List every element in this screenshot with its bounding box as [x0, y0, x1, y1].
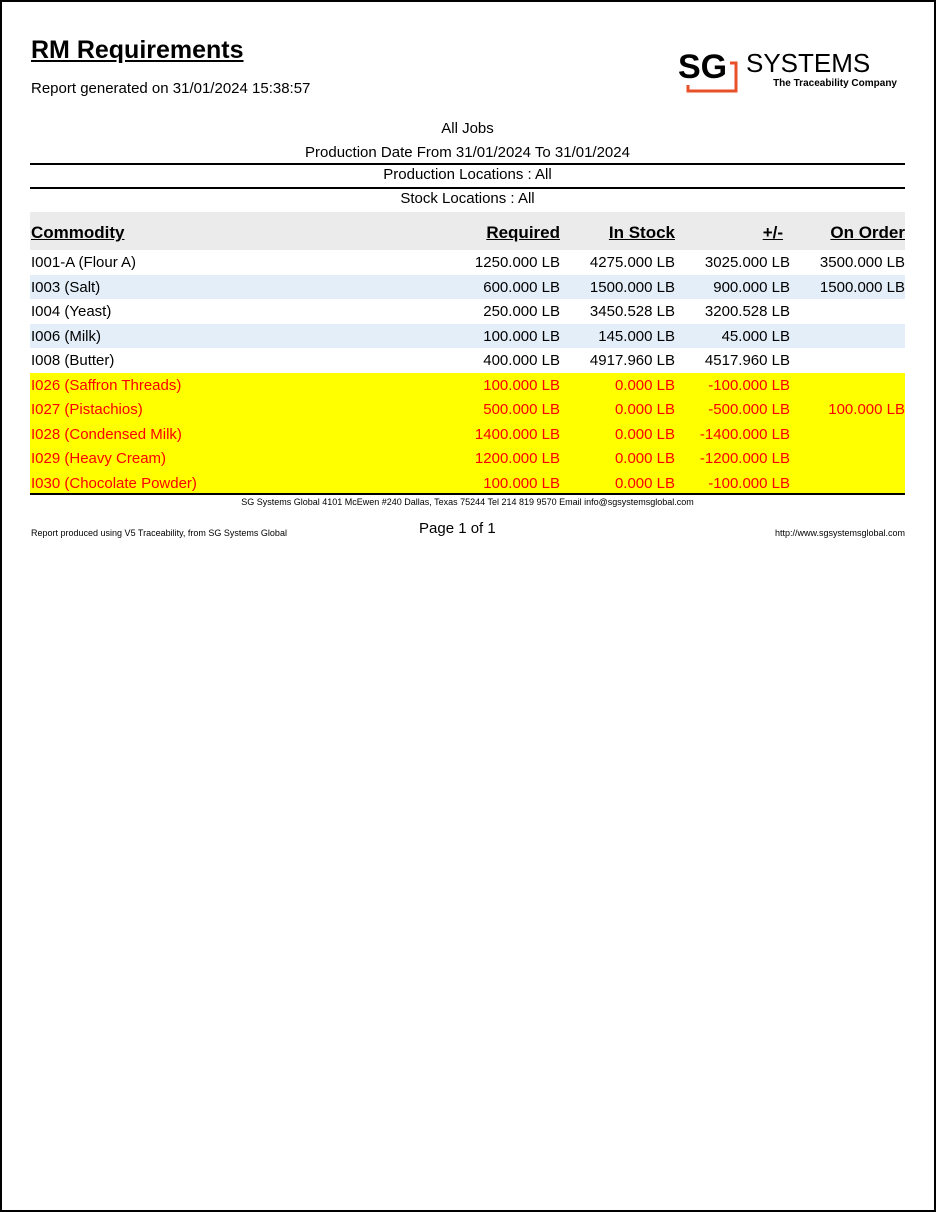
cell-commodity: I006 (Milk) [31, 327, 102, 345]
cell-in-stock: 0.000 LB [614, 425, 675, 443]
cell-in-stock: 0.000 LB [614, 401, 675, 418]
header-required: Required [486, 223, 560, 242]
cell-in-stock: 0.000 LB [614, 450, 675, 467]
svg-text:SG: SG [678, 48, 727, 86]
cell-commodity: I001-A (Flour A) [31, 254, 137, 271]
cell-commodity: I028 (Condensed Milk) [31, 425, 182, 443]
filter-jobs: All Jobs [441, 120, 494, 137]
divider [30, 493, 905, 495]
svg-text:The Traceability Company: The Traceability Company [773, 78, 897, 89]
cell-commodity: I003 (Salt) [31, 278, 101, 296]
cell-required: 500.000 LB [483, 401, 560, 418]
cell-required: 1200.000 LB [474, 450, 560, 467]
cell-required: 100.000 LB [483, 327, 560, 345]
cell-difference: 4517.960 LB [704, 352, 790, 369]
table-row: I030 (Chocolate Powder) 100.000 LB 0.000 L… [30, 470, 905, 495]
website-url: http://www.sgsystemsglobal.com [774, 528, 905, 538]
cell-difference: -100.000 LB [708, 376, 790, 394]
divider [30, 187, 905, 189]
company-address: SG Systems Global 4101 McEwen #240 Dalla… [241, 497, 694, 507]
cell-in-stock: 145.000 LB [598, 327, 675, 345]
header-in-stock: In Stock [608, 223, 675, 242]
cell-difference: 3025.000 LB [704, 254, 790, 271]
filter-stock-locations: Stock Locations : All [400, 190, 535, 207]
cell-in-stock: 0.000 LB [614, 376, 675, 394]
table-row: I026 (Saffron Threads) 100.000 LB 0.000 LB… [30, 372, 905, 397]
divider [30, 163, 905, 165]
filter-production-locations: Production Locations : All [383, 166, 552, 183]
table-row: I027 (Pistachios) 500.000 LB 0.000 LB -500.… [30, 397, 905, 422]
header-commodity: Commodity [31, 223, 125, 242]
cell-commodity: I027 (Pistachios) [31, 401, 143, 418]
table-row: I028 (Condensed Milk) 1400.000 LB 0.000 LB… [30, 421, 905, 446]
cell-difference: 3200.528 LB [704, 303, 790, 320]
cell-difference: -1200.000 LB [699, 450, 790, 467]
filter-date-range: Production Date From 31/01/2024 To 31/01… [305, 144, 630, 161]
table-row: I001-A (Flour A) 1250.000 LB 4275.000 LB 30… [30, 250, 905, 275]
cell-on-order: 100.000 LB [828, 401, 905, 418]
table-row: I029 (Heavy Cream) 1200.000 LB 0.000 LB -12… [30, 446, 905, 471]
cell-required: 600.000 LB [483, 278, 560, 296]
generated-timestamp: Report generated on 31/01/2024 15:38:57 [31, 80, 311, 97]
cell-commodity: I029 (Heavy Cream) [31, 450, 167, 467]
cell-required: 100.000 LB [483, 376, 560, 394]
cell-in-stock: 0.000 LB [614, 474, 675, 492]
table-row: I004 (Yeast) 250.000 LB 3450.528 LB 3200.52… [30, 299, 905, 324]
cell-required: 1250.000 LB [474, 254, 560, 271]
header-on-order: On Order [830, 223, 905, 242]
cell-required: 250.000 LB [483, 303, 560, 320]
table-header: Commodity Required In Stock +/- On Order [30, 212, 905, 250]
cell-commodity: I008 (Butter) [31, 352, 115, 369]
cell-in-stock: 1500.000 LB [589, 278, 675, 296]
cell-on-order: 1500.000 LB [819, 278, 905, 296]
report-title: RM Requirements [31, 36, 244, 64]
cell-commodity: I026 (Saffron Threads) [31, 376, 182, 394]
cell-required: 1400.000 LB [474, 425, 560, 443]
cell-on-order: 3500.000 LB [819, 254, 905, 271]
cell-difference: -500.000 LB [708, 401, 790, 418]
cell-in-stock: 3450.528 LB [589, 303, 675, 320]
cell-required: 100.000 LB [483, 474, 560, 492]
cell-difference: -100.000 LB [708, 474, 790, 492]
page-number: Page 1 of 1 [419, 520, 496, 537]
cell-in-stock: 4275.000 LB [589, 254, 675, 271]
produced-by: Report produced using V5 Traceability, f… [31, 528, 287, 538]
cell-difference: -1400.000 LB [699, 425, 790, 443]
cell-difference: 45.000 LB [721, 327, 790, 345]
cell-commodity: I030 (Chocolate Powder) [31, 474, 197, 492]
cell-required: 400.000 LB [483, 352, 560, 369]
table-row: I008 (Butter) 400.000 LB 4917.960 LB 4517.9… [30, 348, 905, 373]
cell-in-stock: 4917.960 LB [589, 352, 675, 369]
svg-text:SYSTEMS: SYSTEMS [746, 48, 870, 78]
sg-systems-logo: SG SYSTEMS The Traceability Company [678, 48, 897, 93]
table-row: I003 (Salt) 600.000 LB 1500.000 LB 900.000 … [30, 274, 905, 299]
header-difference: +/- [762, 223, 783, 242]
cell-difference: 900.000 LB [713, 278, 790, 296]
table-row: I006 (Milk) 100.000 LB 145.000 LB 45.000 LB [30, 323, 905, 348]
cell-commodity: I004 (Yeast) [31, 303, 112, 320]
